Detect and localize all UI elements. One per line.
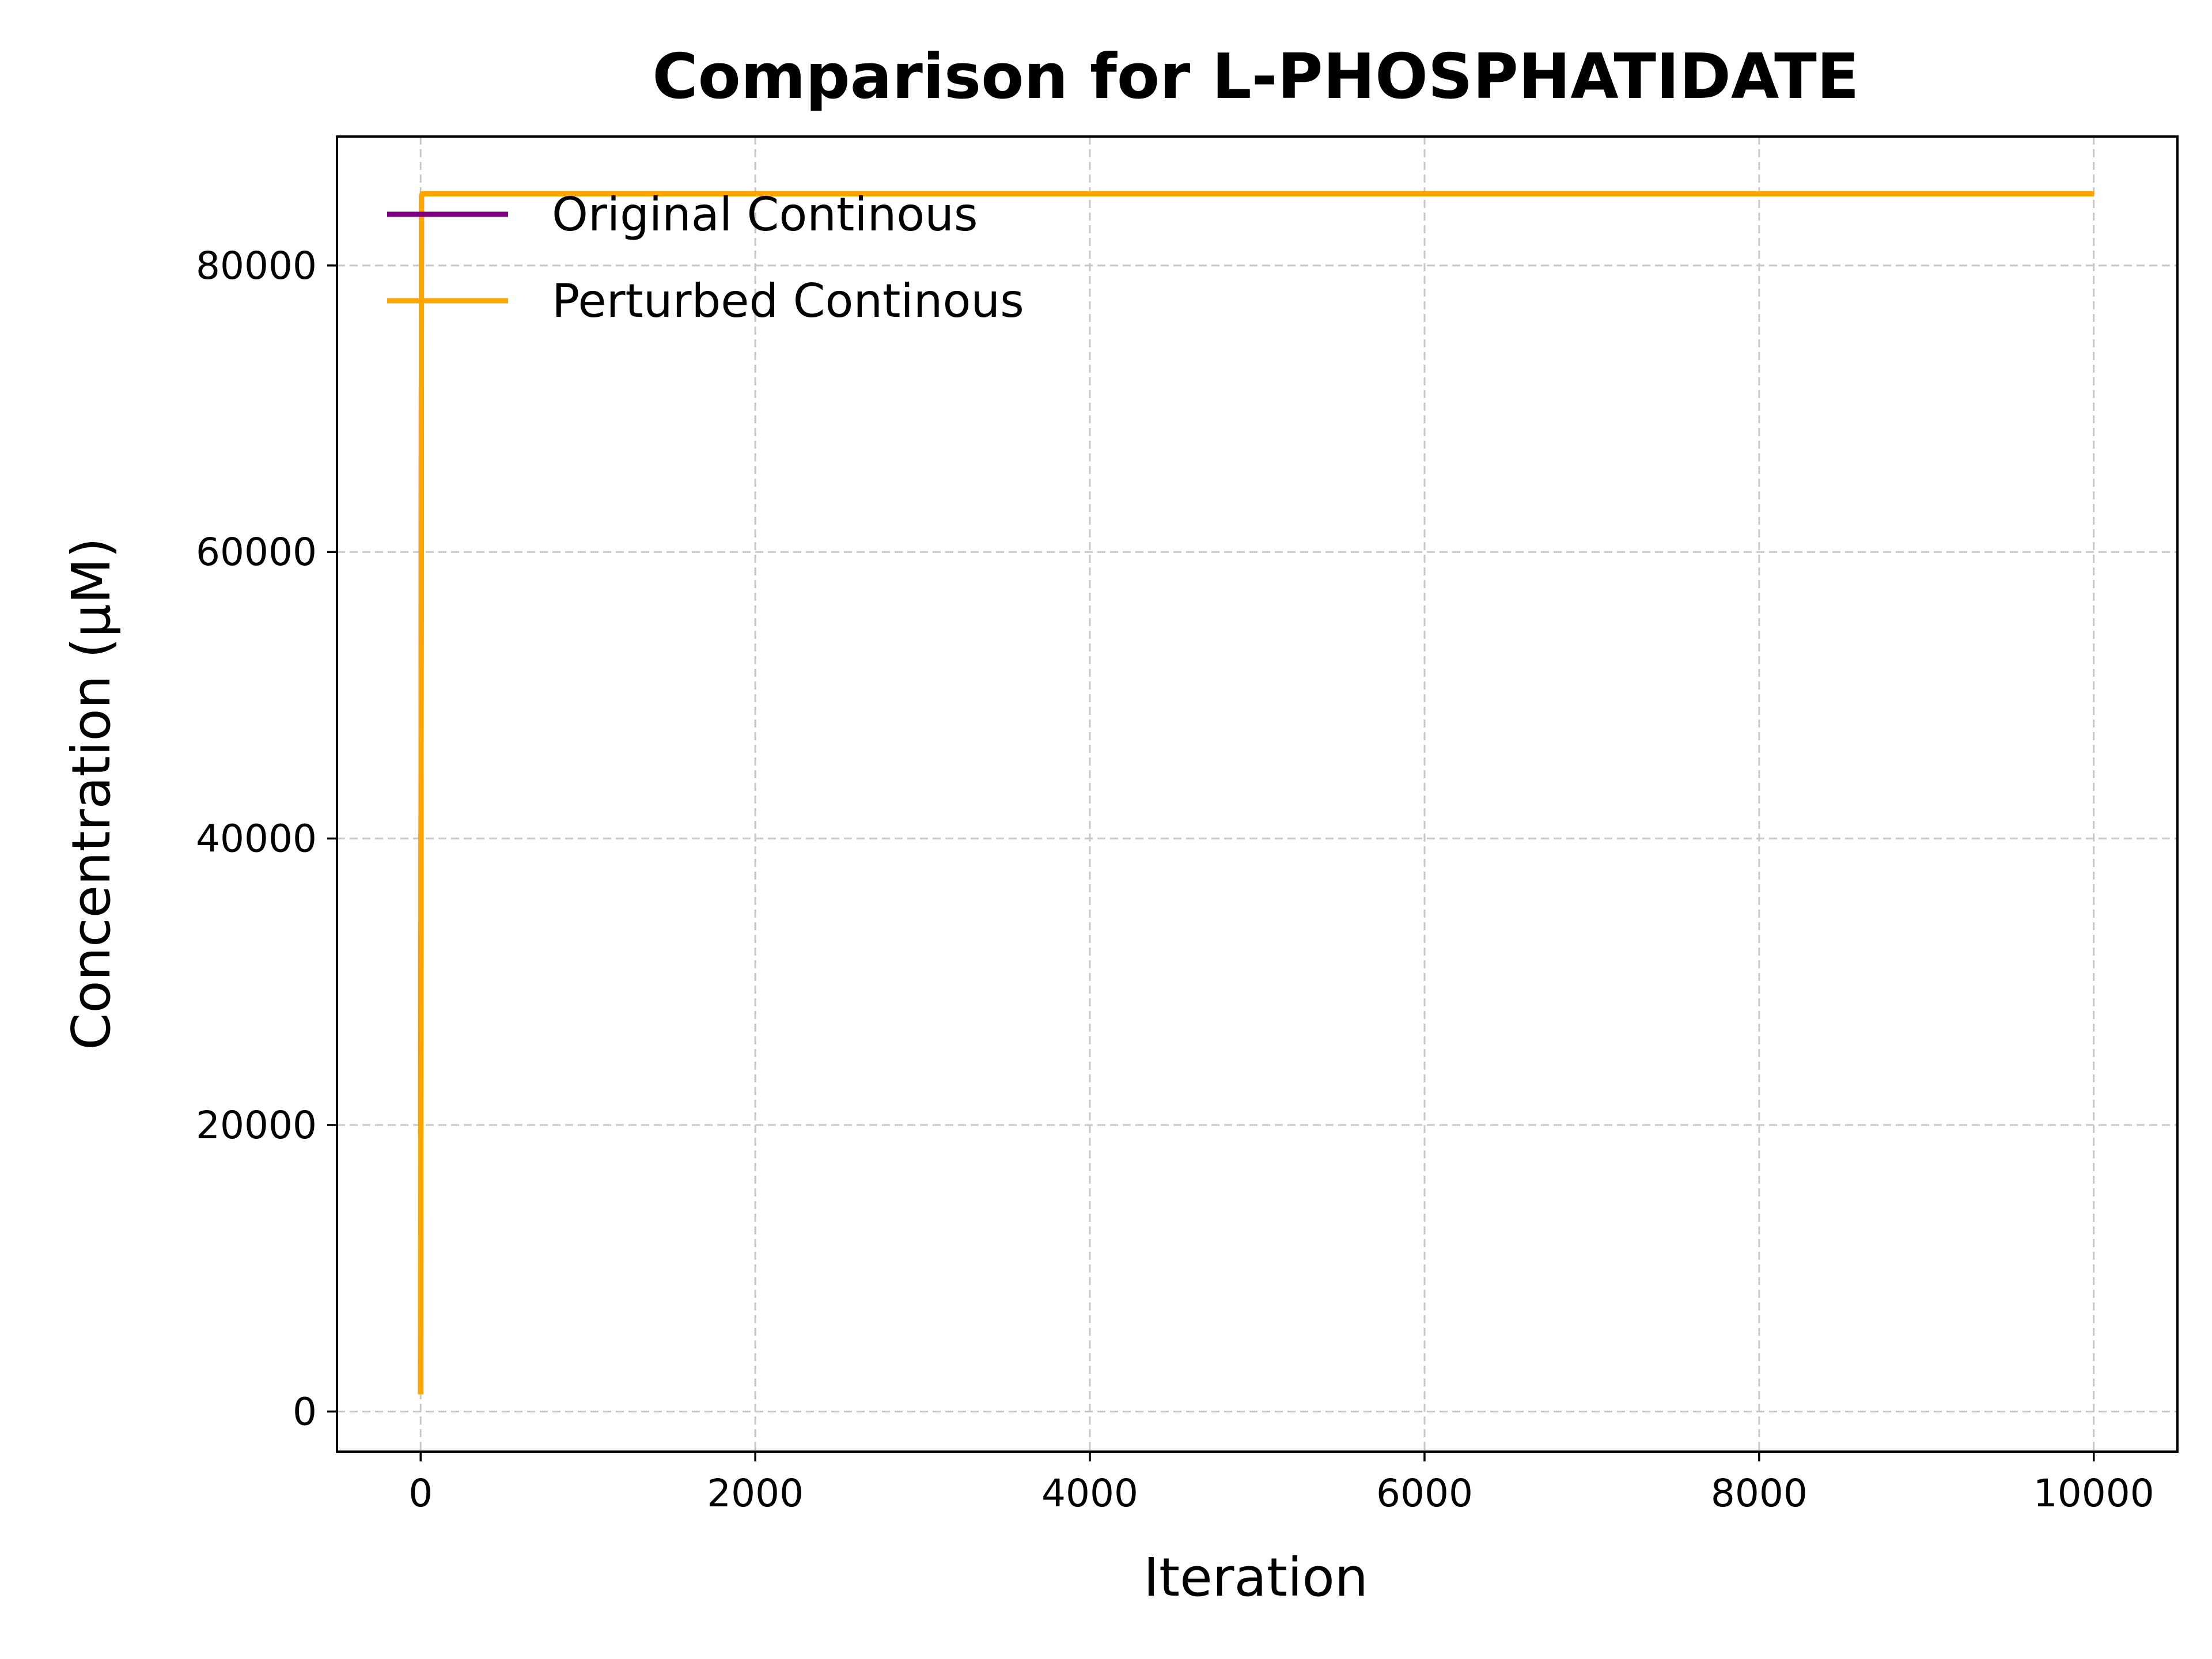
legend-label-original-continous: Original Continous [552,188,978,241]
y-tick-label: 20000 [196,1103,317,1147]
x-tick-label: 0 [408,1471,433,1516]
tick-layer: 0 2000 4000 6000 8000 10000 0 20000 40000 60000 80… [196,244,2154,1516]
chart-title: Comparison for L-PHOSPHATIDATE [652,41,1859,113]
legend: Original Continous Perturbed Continous [387,188,1024,328]
x-tick-label: 4000 [1041,1471,1138,1516]
y-tick-label: 60000 [196,530,317,574]
y-tick-label: 0 [293,1389,317,1434]
y-tick-label: 80000 [196,244,317,288]
y-axis-label: Concentration (μM) [60,537,122,1050]
y-tick-label: 40000 [196,817,317,861]
x-tick-label: 8000 [1711,1471,1808,1516]
grid-layer [337,137,2177,1452]
x-tick-label: 10000 [2033,1471,2154,1516]
x-axis-label: Iteration [1143,1547,1368,1608]
series-line-perturbed-continous [418,191,2094,1395]
series-layer [418,191,2094,1395]
legend-label-perturbed-continous: Perturbed Continous [552,274,1024,328]
plot-frame [336,135,2179,1453]
x-tick-label: 2000 [707,1471,804,1516]
x-tick-label: 6000 [1376,1471,1473,1516]
